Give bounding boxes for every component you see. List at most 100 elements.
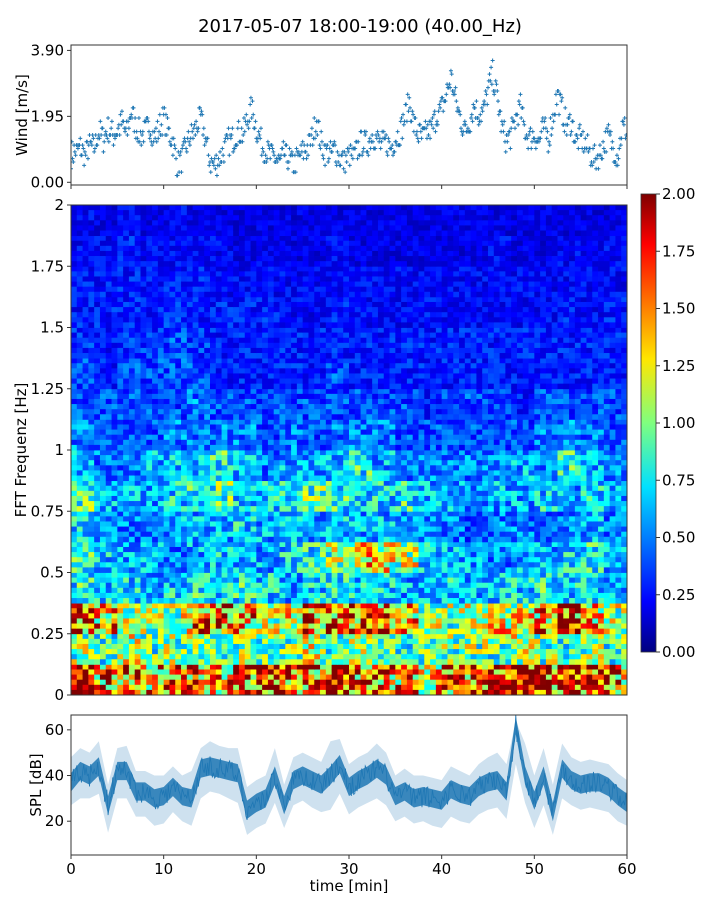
spectrogram-cell [94,496,100,502]
spectrogram-cell [106,516,112,522]
spectrogram-cell [523,557,529,563]
spectrogram-cell [158,613,164,619]
spectrogram-cell [308,639,314,645]
spectrogram-cell [343,664,349,670]
wind-point [216,157,220,161]
spectrogram-cell [517,598,523,604]
spectrogram-cell [482,675,488,681]
spectrogram-cell [233,516,239,522]
spectrogram-cell [436,506,442,512]
spectrogram-cell [146,598,152,604]
spectrogram-cell [604,496,610,502]
spectrogram-cell [610,629,616,635]
spectrogram-cell [459,664,465,670]
spectrogram-cell [146,491,152,497]
spectrogram-cell [361,516,367,522]
spectrogram-cell [372,613,378,619]
spectrogram-cell [610,511,616,517]
spectrogram-cell [604,629,610,635]
spectrogram-cell [355,649,361,655]
spectrogram-cell [529,537,535,543]
spectrogram-cell [193,649,199,655]
spectrogram-cell [615,511,621,517]
spectrogram-cell [320,603,326,609]
spectrogram-cell [534,685,540,691]
spectrogram-cell [598,547,604,553]
spectrogram-cell [216,598,222,604]
spectrogram-cell [436,664,442,670]
spectrogram-cell [164,532,170,538]
spectrogram-cell [471,588,477,594]
spectrogram-cell [366,618,372,624]
spectrogram-cell [83,608,89,614]
spectrogram-cell [575,618,581,624]
spectrogram-cell [251,629,257,635]
spectrogram-cell [83,654,89,660]
spectrogram-cell [274,624,280,630]
spectrogram-cell [592,521,598,527]
spectrogram-cell [152,598,158,604]
spectrogram-cell [563,542,569,548]
spectrogram-cell [285,567,291,573]
spectrogram-cell [592,491,598,497]
spectrogram-cell [471,624,477,630]
spectrogram-cell [88,516,94,522]
spectrogram-cell [117,557,123,563]
spectrogram-cell [529,613,535,619]
spectrogram-cell [193,486,199,492]
wind-point [348,163,352,167]
spectrogram-cell [436,481,442,487]
spectrogram-cell [83,603,89,609]
spectrogram-cell [251,511,257,517]
spectrogram-cell [262,613,268,619]
spectrogram-cell [534,542,540,548]
spectrogram-cell [424,649,430,655]
spectrogram-cell [297,659,303,665]
spectrogram-cell [251,567,257,573]
spectrogram-cell [471,486,477,492]
spectrogram-cell [517,573,523,579]
wind-point [319,130,323,134]
spectrogram-cell [500,511,506,517]
spectrogram-cell [193,470,199,476]
spectrogram-cell [164,634,170,640]
spectrogram-cell [471,649,477,655]
spectrogram-cell [100,639,106,645]
spectrogram-cell [569,486,575,492]
spectrogram-cell [453,578,459,584]
spectrogram-cell [592,583,598,589]
spectrogram-cell [534,613,540,619]
spectrogram-cell [268,511,274,517]
wind-point [135,130,139,134]
spectrogram-cell [245,562,251,568]
spectrogram-cell [592,552,598,558]
spectrogram-cell [361,613,367,619]
spectrogram-cell [262,598,268,604]
spectrogram-cell [77,481,83,487]
spectrogram-cell [146,521,152,527]
spectrogram-cell [77,659,83,665]
spectrogram-cell [262,669,268,675]
spectrogram-cell [569,664,575,670]
spectrogram-cell [523,618,529,624]
spectrogram-cell [158,481,164,487]
spectrogram-cell [88,629,94,635]
spectrogram-cell [546,644,552,650]
wind-point [89,140,93,144]
spectrogram-cell [268,675,274,681]
spectrogram-cell [146,496,152,502]
spectrogram-cell [100,613,106,619]
spectrogram-cell [245,649,251,655]
spectrogram-cell [395,598,401,604]
spectrogram-cell [395,583,401,589]
spectrogram-cell [610,639,616,645]
spectrogram-cell [511,603,517,609]
spectrogram-cell [517,675,523,681]
spectrogram-cell [326,593,332,599]
spectrogram-cell [482,501,488,507]
spectrogram-cell [361,491,367,497]
spectrogram-cell [314,664,320,670]
spectrogram-cell [424,680,430,686]
spectrogram-cell [465,634,471,640]
spectrogram-cell [326,486,332,492]
